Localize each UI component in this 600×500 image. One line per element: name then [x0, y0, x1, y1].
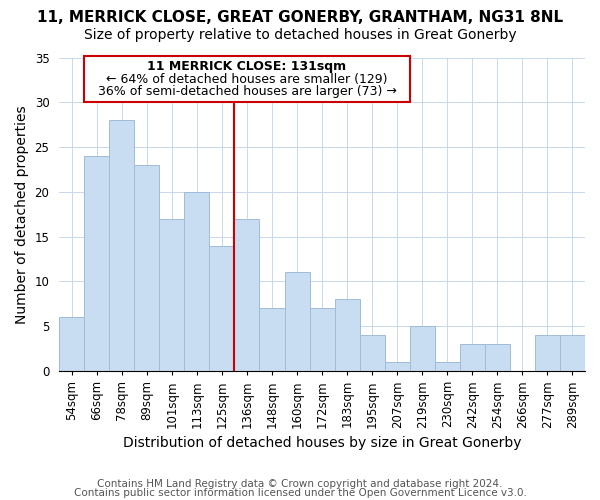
- Bar: [485, 344, 510, 371]
- Text: 11, MERRICK CLOSE, GREAT GONERBY, GRANTHAM, NG31 8NL: 11, MERRICK CLOSE, GREAT GONERBY, GRANTH…: [37, 10, 563, 25]
- Bar: [284, 272, 310, 371]
- Text: 11 MERRICK CLOSE: 131sqm: 11 MERRICK CLOSE: 131sqm: [148, 60, 347, 73]
- Bar: [435, 362, 460, 371]
- Bar: [84, 156, 109, 371]
- Bar: [109, 120, 134, 371]
- Text: ← 64% of detached houses are smaller (129): ← 64% of detached houses are smaller (12…: [106, 72, 388, 86]
- Bar: [385, 362, 410, 371]
- Text: Contains public sector information licensed under the Open Government Licence v3: Contains public sector information licen…: [74, 488, 526, 498]
- Text: 36% of semi-detached houses are larger (73) →: 36% of semi-detached houses are larger (…: [98, 86, 397, 98]
- Text: Contains HM Land Registry data © Crown copyright and database right 2024.: Contains HM Land Registry data © Crown c…: [97, 479, 503, 489]
- Bar: [560, 335, 585, 371]
- Bar: [460, 344, 485, 371]
- Bar: [209, 246, 235, 371]
- X-axis label: Distribution of detached houses by size in Great Gonerby: Distribution of detached houses by size …: [123, 436, 521, 450]
- Bar: [410, 326, 435, 371]
- Bar: [184, 192, 209, 371]
- Bar: [535, 335, 560, 371]
- Bar: [235, 218, 259, 371]
- Bar: [59, 318, 84, 371]
- Bar: [335, 300, 359, 371]
- Bar: [134, 165, 160, 371]
- Bar: [160, 218, 184, 371]
- Y-axis label: Number of detached properties: Number of detached properties: [15, 105, 29, 324]
- Bar: [259, 308, 284, 371]
- Text: Size of property relative to detached houses in Great Gonerby: Size of property relative to detached ho…: [83, 28, 517, 42]
- Bar: [310, 308, 335, 371]
- FancyBboxPatch shape: [84, 56, 410, 102]
- Bar: [359, 335, 385, 371]
